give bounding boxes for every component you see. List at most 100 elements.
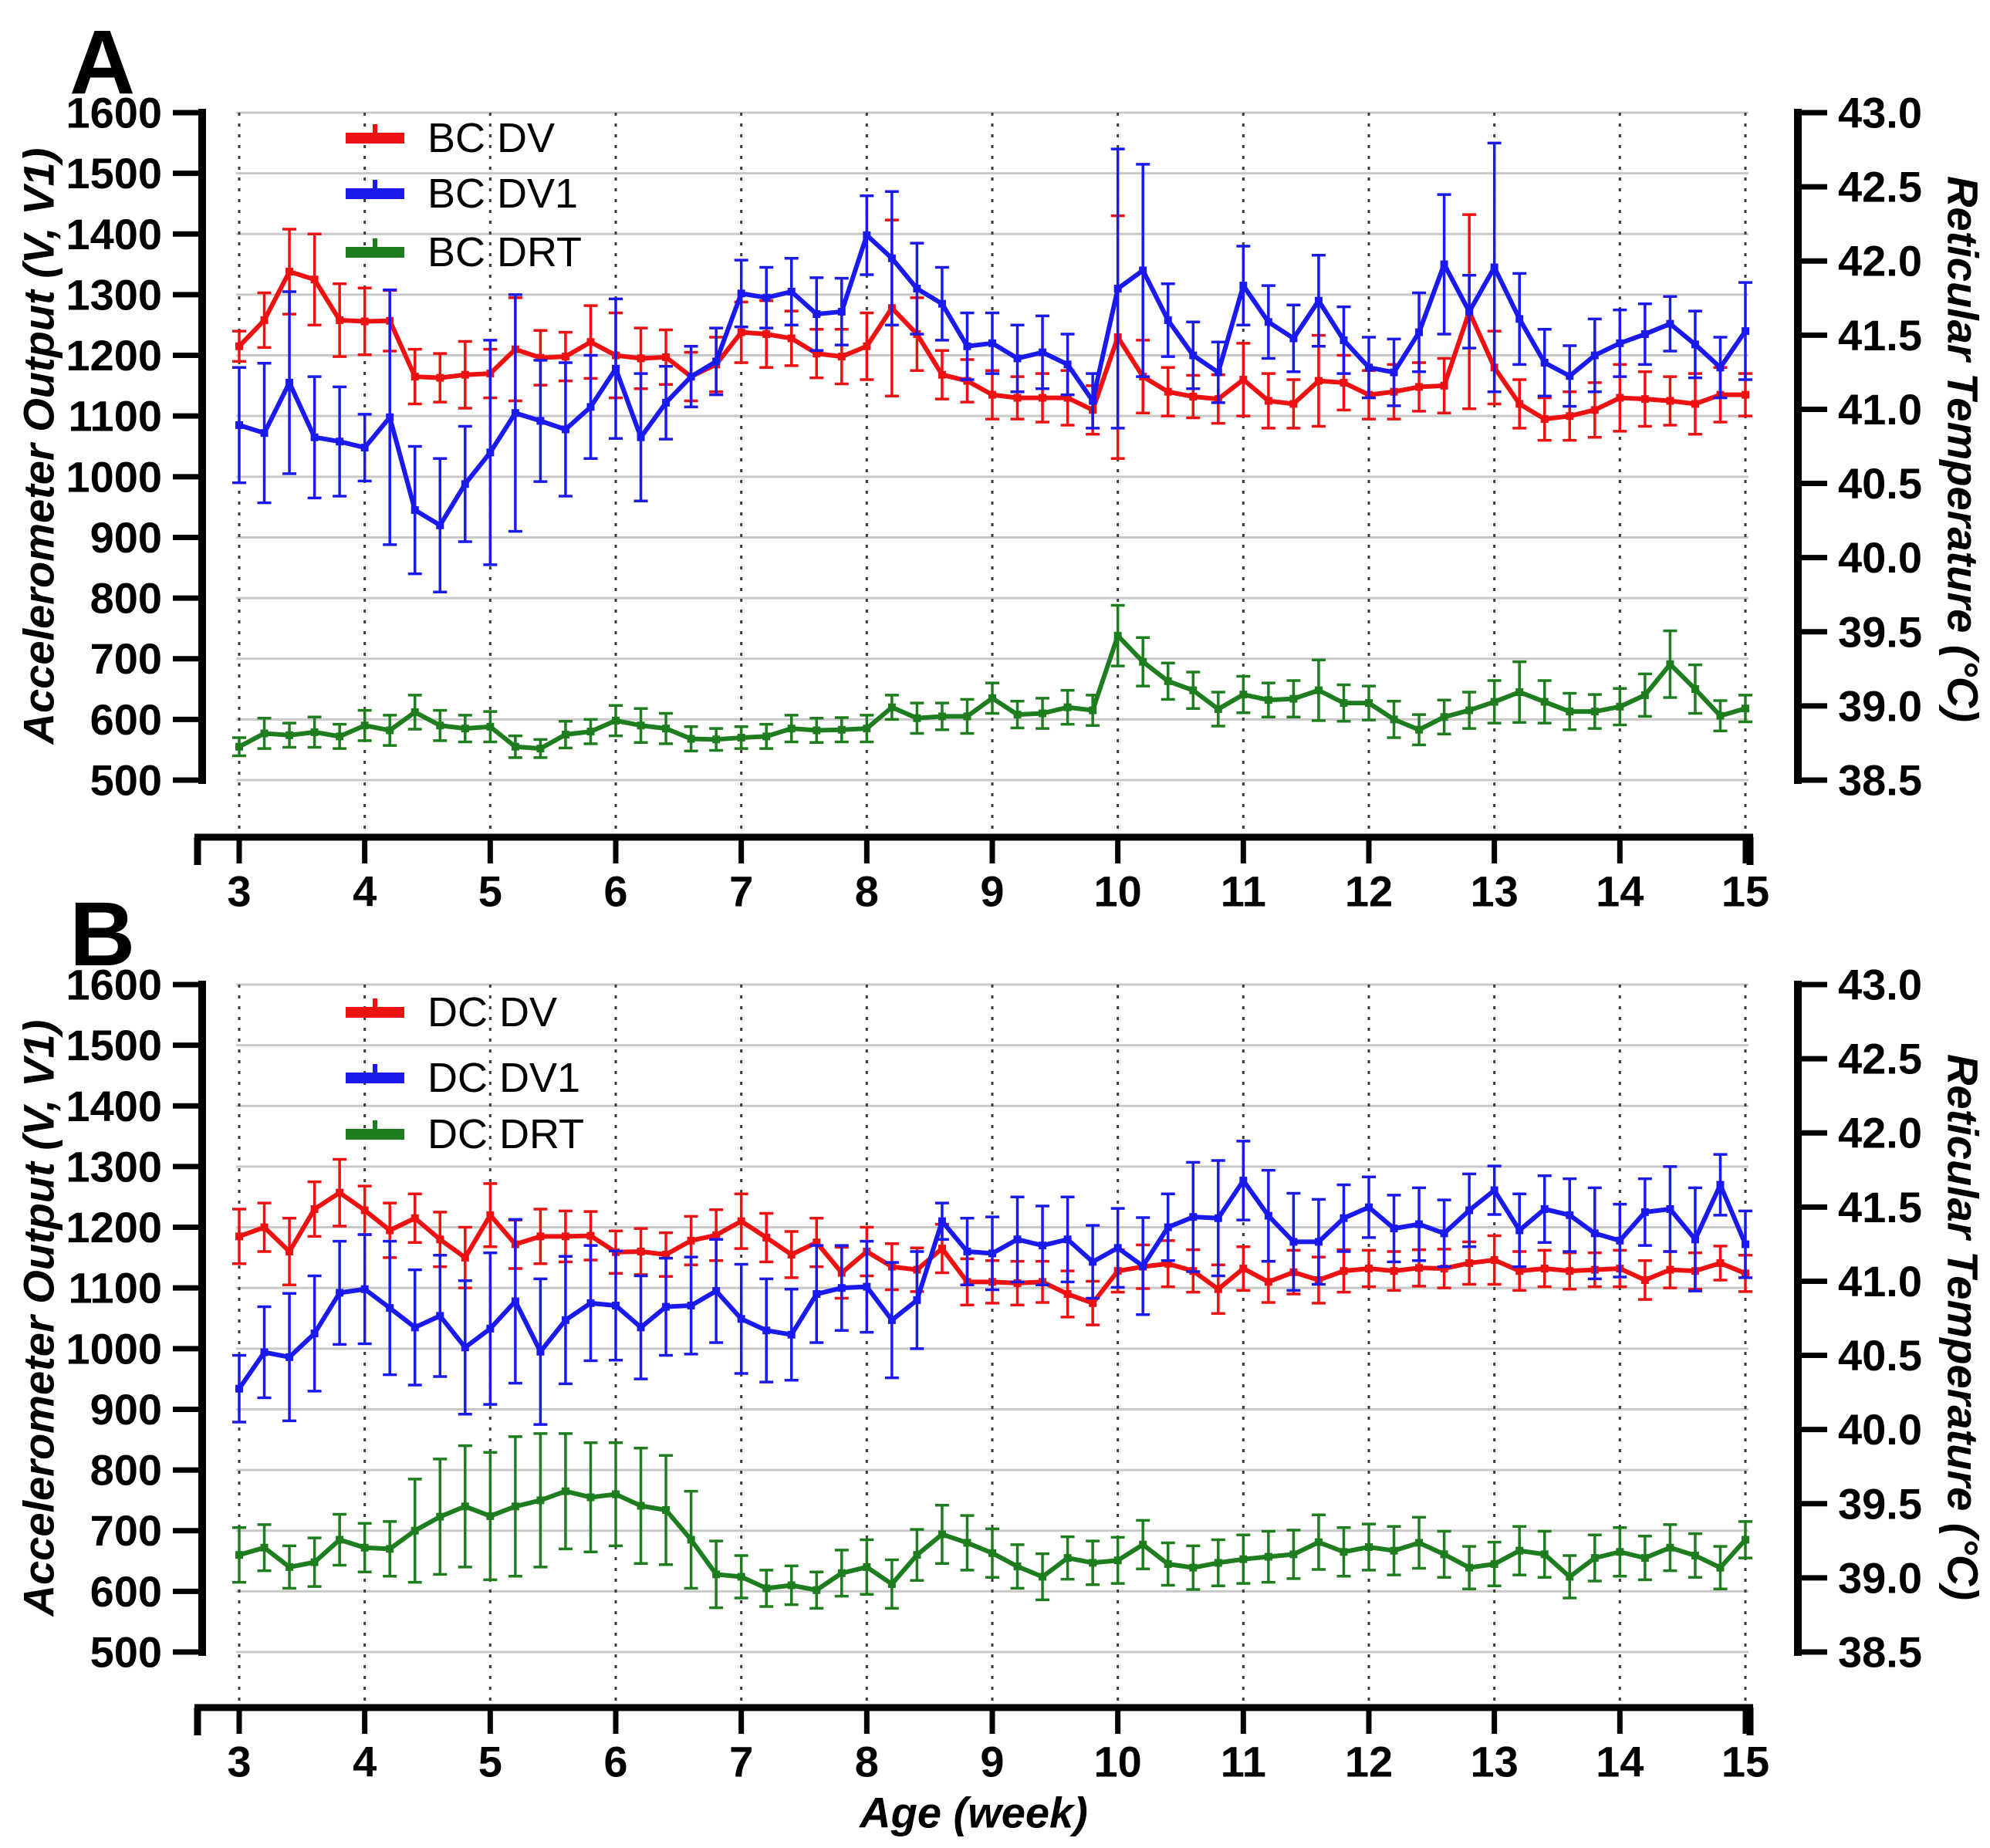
svg-text:39.5: 39.5 xyxy=(1838,1479,1922,1528)
panel-A-x-axis: 3 4 5 6 7 8 9 10 11 12 13 14 15 xyxy=(194,833,1769,916)
svg-text:1400: 1400 xyxy=(66,210,162,258)
panel-b-right-axis-title: Reticular Temperature (°C) xyxy=(1938,1053,1988,1601)
svg-text:9: 9 xyxy=(980,867,1004,916)
svg-text:900: 900 xyxy=(90,1385,162,1434)
svg-text:500: 500 xyxy=(90,1628,162,1677)
svg-text:600: 600 xyxy=(90,1567,162,1616)
panel-b-left-axis-title: Accelerometer Output (V, V1) xyxy=(14,1019,63,1617)
panel-b-letter: B xyxy=(69,883,136,985)
legend-label-dc-drt: DC DRT xyxy=(427,1111,585,1157)
svg-text:11: 11 xyxy=(1221,867,1266,916)
panel-B-legend-swatch-0 xyxy=(346,998,404,1018)
panel-A-legend-swatch-0 xyxy=(346,124,404,144)
svg-text:6: 6 xyxy=(603,867,627,916)
svg-text:42.0: 42.0 xyxy=(1838,1109,1922,1157)
svg-text:42.5: 42.5 xyxy=(1838,163,1922,211)
panel-a-letter: A xyxy=(69,12,136,113)
svg-text:1200: 1200 xyxy=(66,331,162,380)
legend-label-bc-dv: BC DV xyxy=(427,115,556,161)
svg-text:42.0: 42.0 xyxy=(1838,237,1922,285)
panel-A-legend-swatch-2 xyxy=(346,238,404,258)
panel-A-left-axis: 1600 1500 1400 1300 1200 1100 1000 900 800 700 600… xyxy=(66,89,206,805)
legend-label-bc-dv1: BC DV1 xyxy=(427,171,579,217)
svg-text:8: 8 xyxy=(855,1738,879,1786)
svg-text:10: 10 xyxy=(1094,867,1142,916)
svg-text:1600: 1600 xyxy=(66,961,162,1009)
svg-text:39.0: 39.0 xyxy=(1838,681,1922,730)
svg-text:40.0: 40.0 xyxy=(1838,1405,1922,1454)
panel-a-right-axis-title: Reticular Temperature (°C) xyxy=(1938,175,1988,723)
svg-text:42.5: 42.5 xyxy=(1838,1035,1922,1083)
svg-text:6: 6 xyxy=(603,1738,627,1786)
svg-text:12: 12 xyxy=(1345,1738,1393,1786)
legend-label-dc-dv1: DC DV1 xyxy=(427,1055,581,1101)
svg-text:500: 500 xyxy=(90,756,162,805)
svg-text:13: 13 xyxy=(1471,867,1519,916)
svg-text:9: 9 xyxy=(980,1738,1004,1786)
panel-B-legend-swatch-1 xyxy=(346,1064,404,1083)
svg-text:1300: 1300 xyxy=(66,1142,162,1191)
svg-text:4: 4 xyxy=(353,867,377,916)
svg-text:40.5: 40.5 xyxy=(1838,1331,1922,1380)
panel-B-right-axis: 43.0 42.5 42.0 41.5 41.0 40.5 40.0 39.5 39.0 38.5 xyxy=(1794,961,1922,1677)
svg-text:1000: 1000 xyxy=(66,452,162,501)
svg-text:13: 13 xyxy=(1471,1738,1519,1786)
panel-A-right-axis: 43.0 42.5 42.0 41.5 41.0 40.5 40.0 39.5 39.0 38.5 xyxy=(1794,89,1922,805)
legend-label-dc-dv: DC DV xyxy=(427,989,558,1035)
svg-text:600: 600 xyxy=(90,695,162,744)
svg-text:3: 3 xyxy=(227,1738,251,1786)
panel-B-series-dc-drt xyxy=(232,1432,1752,1610)
svg-text:41.0: 41.0 xyxy=(1838,385,1922,434)
svg-text:1200: 1200 xyxy=(66,1203,162,1252)
svg-text:700: 700 xyxy=(90,634,162,683)
panel-A-series-bc-drt xyxy=(232,603,1752,759)
svg-text:700: 700 xyxy=(90,1506,162,1555)
svg-text:38.5: 38.5 xyxy=(1838,756,1922,805)
svg-text:1600: 1600 xyxy=(66,89,162,137)
svg-text:40.0: 40.0 xyxy=(1838,533,1922,582)
svg-text:5: 5 xyxy=(478,867,502,916)
svg-text:8: 8 xyxy=(855,867,879,916)
x-axis-title: Age (week) xyxy=(860,1788,1088,1837)
panel-a-left-axis-title: Accelerometer Output (V, V1) xyxy=(14,147,63,745)
svg-text:1100: 1100 xyxy=(69,392,163,441)
svg-text:800: 800 xyxy=(90,574,162,623)
svg-text:43.0: 43.0 xyxy=(1838,89,1922,137)
svg-text:4: 4 xyxy=(353,1738,377,1786)
svg-text:41.5: 41.5 xyxy=(1838,311,1922,360)
legend-label-bc-drt: BC DRT xyxy=(427,229,583,275)
panel-B-legend-swatch-2 xyxy=(346,1120,404,1140)
svg-text:1100: 1100 xyxy=(69,1264,163,1313)
svg-text:900: 900 xyxy=(90,513,162,562)
svg-text:800: 800 xyxy=(90,1446,162,1495)
svg-text:40.5: 40.5 xyxy=(1838,459,1922,508)
panel-A-legend-swatch-1 xyxy=(346,180,404,199)
svg-text:10: 10 xyxy=(1094,1738,1142,1786)
svg-text:38.5: 38.5 xyxy=(1838,1628,1922,1677)
svg-text:43.0: 43.0 xyxy=(1838,961,1922,1009)
svg-text:41.5: 41.5 xyxy=(1838,1183,1922,1231)
svg-text:39.5: 39.5 xyxy=(1838,607,1922,656)
panel-A-series-bc-dv1 xyxy=(232,141,1752,593)
svg-text:5: 5 xyxy=(478,1738,502,1786)
panel-B-x-axis: 3 4 5 6 7 8 9 10 11 12 13 14 15 xyxy=(194,1704,1769,1786)
svg-text:1300: 1300 xyxy=(66,270,162,319)
svg-text:7: 7 xyxy=(729,867,753,916)
svg-text:7: 7 xyxy=(729,1738,753,1786)
svg-text:41.0: 41.0 xyxy=(1838,1257,1922,1306)
svg-text:3: 3 xyxy=(227,867,251,916)
svg-text:1000: 1000 xyxy=(66,1324,162,1373)
svg-text:15: 15 xyxy=(1721,867,1769,916)
svg-text:1400: 1400 xyxy=(66,1082,162,1130)
svg-text:1500: 1500 xyxy=(66,149,162,198)
svg-text:12: 12 xyxy=(1345,867,1393,916)
panel-B-left-axis: 1600 1500 1400 1300 1200 1100 1000 900 800 700 600… xyxy=(66,961,206,1677)
svg-text:11: 11 xyxy=(1221,1738,1266,1786)
svg-text:15: 15 xyxy=(1721,1738,1769,1786)
svg-text:14: 14 xyxy=(1596,1738,1644,1786)
panel-B-series-dc-dv1 xyxy=(232,1140,1752,1426)
panel-A-hgrid xyxy=(236,111,1748,782)
svg-text:14: 14 xyxy=(1596,867,1644,916)
